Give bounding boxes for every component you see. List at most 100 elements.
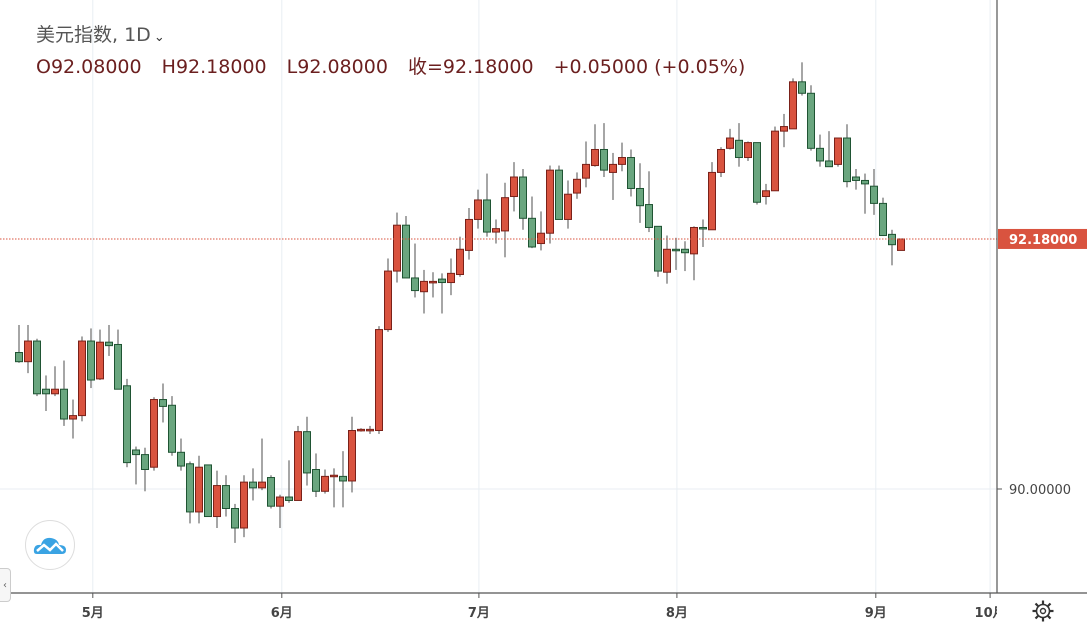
candle-body bbox=[708, 171, 716, 231]
candle-body bbox=[762, 190, 770, 198]
candle-body bbox=[510, 176, 518, 198]
candle-body bbox=[888, 233, 896, 246]
candle bbox=[609, 152, 617, 200]
candle-body bbox=[33, 340, 41, 395]
candle bbox=[204, 464, 212, 518]
candle bbox=[105, 324, 113, 356]
chevron-down-icon[interactable]: ⌄ bbox=[153, 30, 165, 45]
candle-body bbox=[699, 226, 707, 230]
candle-body bbox=[456, 248, 464, 276]
candle bbox=[483, 173, 491, 237]
candle-body bbox=[879, 202, 887, 237]
chevron-left-icon[interactable]: ‹ bbox=[0, 568, 11, 602]
candle-body bbox=[42, 388, 50, 395]
candle bbox=[825, 131, 833, 168]
candle-body bbox=[546, 169, 554, 234]
last-price-badge bbox=[998, 228, 1087, 249]
candle bbox=[888, 229, 896, 266]
candle-body bbox=[555, 169, 563, 220]
open-value: O92.08000 bbox=[36, 56, 142, 78]
candle bbox=[717, 147, 725, 178]
candle bbox=[744, 141, 752, 161]
candle bbox=[591, 124, 599, 167]
candle-body bbox=[519, 176, 527, 219]
candle-body bbox=[537, 232, 545, 245]
candle-body bbox=[132, 449, 140, 456]
candle bbox=[69, 399, 77, 439]
candle-body bbox=[222, 485, 230, 509]
candle-body bbox=[78, 340, 86, 417]
candle-body bbox=[591, 148, 599, 167]
candle-body bbox=[141, 454, 149, 471]
candle bbox=[510, 162, 518, 212]
candle-body bbox=[303, 431, 311, 474]
candle bbox=[456, 236, 464, 277]
candle-body bbox=[375, 329, 383, 432]
candle bbox=[708, 162, 716, 231]
candle bbox=[348, 416, 356, 493]
candle-body bbox=[123, 385, 131, 464]
candle bbox=[330, 468, 338, 508]
candle bbox=[141, 447, 149, 492]
candle bbox=[375, 326, 383, 434]
low-value: L92.08000 bbox=[286, 56, 388, 78]
candle-body bbox=[321, 475, 329, 492]
candle-body bbox=[15, 352, 23, 363]
gridlines bbox=[0, 0, 997, 593]
time-axis-background bbox=[0, 593, 997, 626]
candle-body bbox=[276, 496, 284, 507]
candle bbox=[78, 336, 86, 422]
candle bbox=[24, 324, 32, 374]
time-tick-label: 5月 bbox=[82, 606, 104, 621]
candle-body bbox=[294, 431, 302, 501]
candle-body bbox=[636, 187, 644, 207]
candle bbox=[222, 475, 230, 517]
candle bbox=[735, 123, 743, 167]
candle bbox=[780, 113, 788, 148]
candle bbox=[672, 237, 680, 270]
candle bbox=[258, 438, 266, 491]
candle-body bbox=[852, 176, 860, 181]
candle-body bbox=[744, 142, 752, 159]
candle bbox=[96, 329, 104, 381]
candle bbox=[474, 189, 482, 229]
candle bbox=[546, 165, 554, 244]
candle bbox=[312, 453, 320, 498]
candle-body bbox=[771, 130, 779, 192]
candle bbox=[15, 324, 23, 363]
candle bbox=[897, 238, 905, 251]
candle bbox=[762, 183, 770, 205]
candle bbox=[285, 460, 293, 503]
candle bbox=[600, 123, 608, 178]
candle bbox=[33, 338, 41, 397]
candle bbox=[861, 173, 869, 214]
candle-body bbox=[753, 142, 761, 203]
candle-body bbox=[816, 147, 824, 162]
symbol-title[interactable]: 美元指数, 1D ⌄ bbox=[36, 20, 165, 47]
candle-body bbox=[600, 148, 608, 171]
candle bbox=[339, 451, 347, 508]
time-tick-label: 10月 bbox=[975, 606, 1006, 621]
candle bbox=[447, 258, 455, 296]
candle bbox=[753, 142, 761, 205]
change-value: +0.05000 (+0.05%) bbox=[553, 56, 746, 78]
candle-body bbox=[177, 451, 185, 467]
candle bbox=[420, 269, 428, 314]
candle-body bbox=[843, 137, 851, 183]
candle bbox=[852, 168, 860, 190]
candle bbox=[690, 226, 698, 281]
candle-body bbox=[87, 340, 95, 381]
time-tick-label: 9月 bbox=[865, 606, 887, 621]
candle bbox=[582, 141, 590, 188]
logo-cloud-icon[interactable] bbox=[25, 520, 75, 570]
gear-icon[interactable] bbox=[1031, 599, 1055, 623]
candle bbox=[294, 425, 302, 501]
candles bbox=[15, 62, 905, 543]
candle bbox=[402, 216, 410, 279]
candle-body bbox=[204, 464, 212, 518]
candle-body bbox=[825, 160, 833, 168]
candle-body bbox=[645, 204, 653, 228]
candle bbox=[636, 163, 644, 223]
candle-body bbox=[897, 238, 905, 251]
